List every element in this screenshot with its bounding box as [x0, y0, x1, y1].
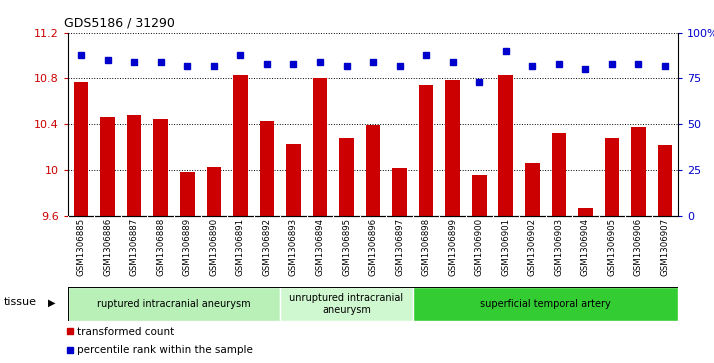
- Bar: [392, 168, 407, 216]
- Text: GSM1306888: GSM1306888: [156, 218, 165, 276]
- Text: superficial temporal artery: superficial temporal artery: [481, 299, 611, 309]
- Bar: [525, 163, 540, 216]
- Bar: [605, 138, 619, 216]
- Bar: [472, 175, 486, 216]
- Text: GSM1306904: GSM1306904: [581, 218, 590, 276]
- Bar: [551, 134, 566, 216]
- Bar: [180, 172, 195, 216]
- Bar: [631, 127, 645, 216]
- Text: tissue: tissue: [4, 297, 36, 307]
- Text: GSM1306889: GSM1306889: [183, 218, 192, 276]
- Text: unruptured intracranial
aneurysm: unruptured intracranial aneurysm: [289, 293, 403, 315]
- Bar: [68, 287, 280, 321]
- Text: GSM1306899: GSM1306899: [448, 218, 457, 276]
- Text: GSM1306898: GSM1306898: [422, 218, 431, 276]
- Bar: [286, 144, 301, 216]
- Text: GSM1306902: GSM1306902: [528, 218, 537, 276]
- Text: GSM1306907: GSM1306907: [660, 218, 670, 276]
- Bar: [313, 78, 327, 216]
- Text: GSM1306892: GSM1306892: [263, 218, 271, 276]
- Bar: [280, 287, 413, 321]
- Text: GSM1306887: GSM1306887: [130, 218, 139, 276]
- Bar: [127, 115, 141, 216]
- Text: GSM1306903: GSM1306903: [554, 218, 563, 276]
- Bar: [154, 119, 168, 216]
- Text: percentile rank within the sample: percentile rank within the sample: [77, 345, 253, 355]
- Bar: [578, 208, 593, 216]
- Text: GSM1306891: GSM1306891: [236, 218, 245, 276]
- Bar: [206, 167, 221, 216]
- Text: GSM1306905: GSM1306905: [608, 218, 616, 276]
- Text: transformed count: transformed count: [77, 327, 174, 337]
- Text: GSM1306893: GSM1306893: [289, 218, 298, 276]
- Text: GSM1306897: GSM1306897: [395, 218, 404, 276]
- Bar: [339, 138, 354, 216]
- Text: GSM1306896: GSM1306896: [368, 218, 378, 276]
- Text: ruptured intracranial aneurysm: ruptured intracranial aneurysm: [97, 299, 251, 309]
- Bar: [419, 85, 433, 216]
- Text: GSM1306900: GSM1306900: [475, 218, 483, 276]
- Bar: [498, 75, 513, 216]
- Text: GSM1306886: GSM1306886: [103, 218, 112, 276]
- Text: GSM1306895: GSM1306895: [342, 218, 351, 276]
- Text: GSM1306894: GSM1306894: [316, 218, 324, 276]
- Text: GDS5186 / 31290: GDS5186 / 31290: [64, 16, 175, 29]
- Text: GSM1306890: GSM1306890: [209, 218, 218, 276]
- Bar: [74, 82, 89, 216]
- Bar: [658, 145, 673, 216]
- Bar: [366, 126, 381, 216]
- Text: GSM1306906: GSM1306906: [634, 218, 643, 276]
- Bar: [260, 121, 274, 216]
- Text: GSM1306885: GSM1306885: [76, 218, 86, 276]
- Bar: [101, 118, 115, 216]
- Text: ▶: ▶: [48, 297, 56, 307]
- Bar: [413, 287, 678, 321]
- Text: GSM1306901: GSM1306901: [501, 218, 511, 276]
- Bar: [446, 79, 460, 216]
- Bar: [233, 75, 248, 216]
